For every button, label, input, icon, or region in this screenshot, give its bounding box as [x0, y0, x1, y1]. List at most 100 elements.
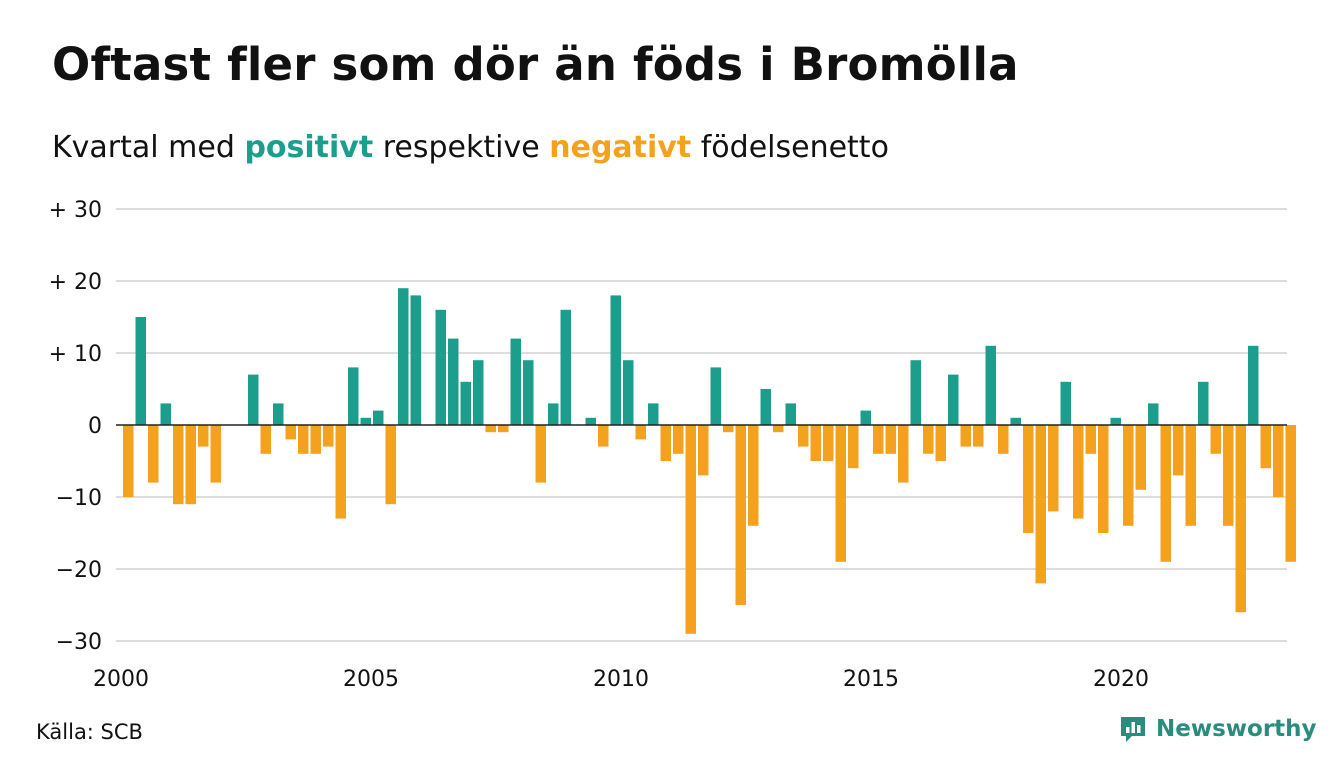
bar [560, 309, 571, 425]
bar [185, 425, 196, 505]
bar [1123, 425, 1134, 526]
bar [735, 425, 746, 605]
bar [1135, 425, 1146, 490]
bar [1035, 425, 1046, 584]
bar [1273, 425, 1284, 497]
x-tick-label: 2005 [343, 667, 399, 692]
bar [785, 403, 796, 425]
bar [748, 425, 759, 526]
bar [198, 425, 209, 447]
bar [360, 417, 371, 425]
bar [1023, 425, 1034, 533]
bar [923, 425, 934, 454]
bar [248, 374, 259, 425]
bar [960, 425, 971, 447]
subtitle-middle: respektive [382, 130, 540, 165]
bar [1060, 381, 1071, 425]
bar [1235, 425, 1246, 613]
bar [985, 345, 996, 425]
bar [973, 425, 984, 447]
bar [1248, 345, 1259, 425]
bar [348, 367, 359, 425]
bar [823, 425, 834, 461]
bar [323, 425, 334, 447]
bar [335, 425, 346, 519]
bar [635, 425, 646, 440]
bar [1260, 425, 1271, 469]
bar [948, 374, 959, 425]
bar [1098, 425, 1109, 533]
bar [1210, 425, 1221, 454]
bar [835, 425, 846, 562]
bar [485, 425, 496, 433]
bar [260, 425, 271, 454]
bar [448, 338, 459, 425]
brand-name: Newsworthy [1156, 716, 1317, 742]
bar [1198, 381, 1209, 425]
bar [398, 288, 409, 425]
bar [885, 425, 896, 454]
bar [510, 338, 521, 425]
bar [498, 425, 509, 433]
x-tick-label: 2020 [1093, 667, 1149, 692]
bar [1073, 425, 1084, 519]
y-tick-label: + 30 [49, 198, 102, 223]
bar [1285, 425, 1296, 562]
bar [385, 425, 396, 505]
y-tick-label: + 20 [49, 270, 102, 295]
bar [648, 403, 659, 425]
bar [860, 410, 871, 425]
subtitle-prefix: Kvartal med [52, 130, 235, 165]
bar [685, 425, 696, 634]
bar [810, 425, 821, 461]
x-tick-label: 2000 [93, 667, 149, 692]
bar [935, 425, 946, 461]
bar [1223, 425, 1234, 526]
bar [273, 403, 284, 425]
bar [610, 295, 621, 425]
subtitle-negative-label: negativt [549, 130, 692, 165]
bar [535, 425, 546, 483]
bar [1148, 403, 1159, 425]
bar [1010, 417, 1021, 425]
x-tick-label: 2010 [593, 667, 649, 692]
y-tick-label: + 10 [49, 342, 102, 367]
bar [473, 360, 484, 425]
bar [873, 425, 884, 454]
bar [660, 425, 671, 461]
bar [598, 425, 609, 447]
bar [1048, 425, 1059, 512]
bar [898, 425, 909, 483]
bar [1160, 425, 1171, 562]
bar [673, 425, 684, 454]
source-note: Källa: SCB [36, 720, 143, 744]
bar [848, 425, 859, 469]
bar [623, 360, 634, 425]
bar [410, 295, 421, 425]
bar [285, 425, 296, 440]
bar [523, 360, 534, 425]
bar [123, 425, 134, 497]
chart-title: Oftast fler som dör än föds i Bromölla [52, 38, 1019, 91]
bar [173, 425, 184, 505]
bar [298, 425, 309, 454]
bar [1110, 417, 1121, 425]
bar [148, 425, 159, 483]
bar [1085, 425, 1096, 454]
x-tick-label: 2015 [843, 667, 899, 692]
bar [135, 317, 146, 425]
bar [798, 425, 809, 447]
bar [460, 381, 471, 425]
bar [698, 425, 709, 476]
bar [710, 367, 721, 425]
bar [998, 425, 1009, 454]
bar [585, 417, 596, 425]
y-tick-label: −10 [56, 486, 102, 511]
bar [773, 425, 784, 433]
subtitle-positive-label: positivt [244, 130, 374, 165]
bar [1173, 425, 1184, 476]
y-tick-label: −20 [56, 558, 102, 583]
y-tick-label: 0 [88, 414, 102, 439]
bar [160, 403, 171, 425]
bar [310, 425, 321, 454]
